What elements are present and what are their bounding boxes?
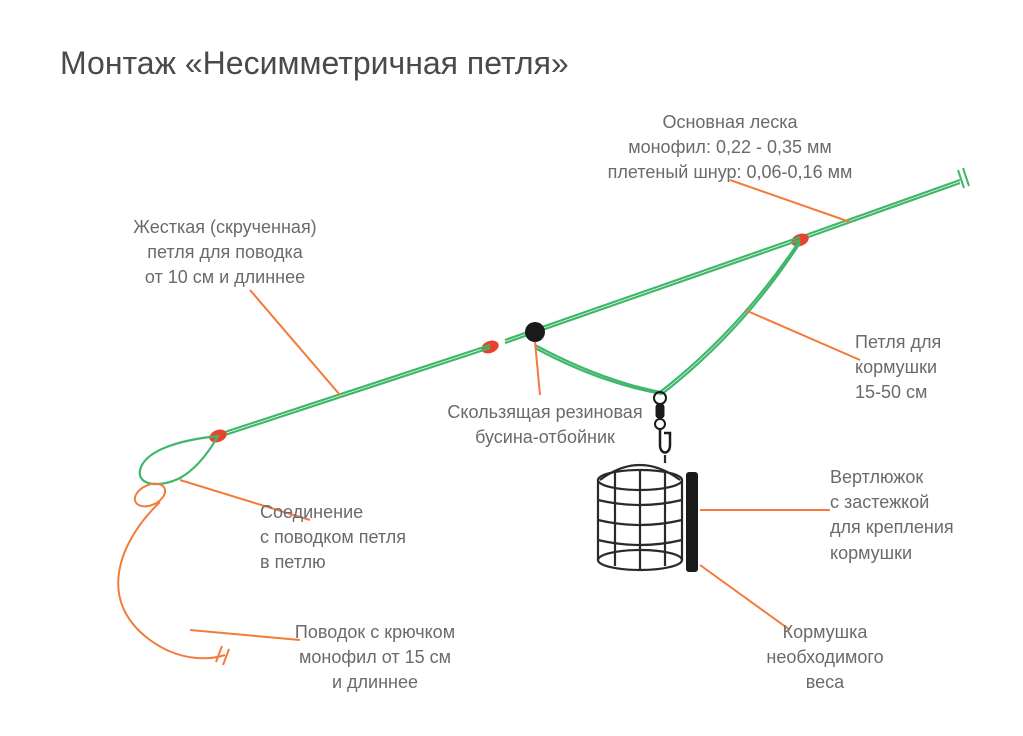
diagram-stage: Монтаж «Несимметричная петля» <box>0 0 1023 736</box>
feeder-weight <box>686 472 698 572</box>
feeder-cage <box>598 455 682 570</box>
label-leader: Поводок с крючком монофил от 15 см и дли… <box>260 620 490 696</box>
label-main-line: Основная леска монофил: 0,22 - 0,35 мм п… <box>560 110 900 186</box>
green-end-loop <box>140 436 218 484</box>
label-stiff-loop: Жесткая (скрученная) петля для поводка о… <box>110 215 340 291</box>
label-swivel: Вертлюжок с застежкой для крепления корм… <box>830 465 990 566</box>
leader-line <box>118 479 229 665</box>
label-feeder-loop: Петля для кормушки 15-50 см <box>855 330 985 406</box>
label-connection: Соединение с поводком петля в петлю <box>260 500 460 576</box>
loop-upper-arm <box>505 237 800 343</box>
label-bead: Скользящая резиновая бусина-отбойник <box>420 400 670 450</box>
label-feeder: Кормушка необходимого веса <box>740 620 910 696</box>
bead <box>525 322 545 342</box>
